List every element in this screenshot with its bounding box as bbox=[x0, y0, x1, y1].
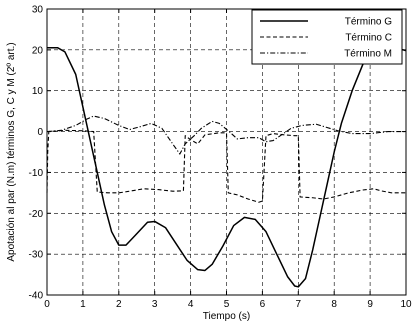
x-tick-label: 5 bbox=[224, 299, 230, 310]
y-axis-label: Apotación al par (N.m) términos G, C y M… bbox=[6, 42, 17, 261]
y-tick-label: 20 bbox=[32, 45, 44, 56]
y-tick-label: -10 bbox=[29, 168, 44, 179]
y-tick-label: -30 bbox=[29, 250, 44, 261]
series-line bbox=[46, 129, 406, 203]
x-tick-label: 0 bbox=[44, 299, 50, 310]
x-tick-label: 1 bbox=[80, 299, 86, 310]
y-tick-label: -20 bbox=[29, 209, 44, 220]
x-tick-label: 9 bbox=[367, 299, 373, 310]
x-tick-label: 8 bbox=[331, 299, 337, 310]
plot-series bbox=[46, 44, 407, 288]
x-tick-label: 4 bbox=[188, 299, 194, 310]
x-axis-label: Tiempo (s) bbox=[203, 311, 250, 322]
axis-ticks: 0 1 2 3 4 5 6 7 8 9 10 -40 -30 -20 -10 0 10 20 30 bbox=[29, 5, 412, 311]
legend: Término G Término C Término M bbox=[251, 9, 403, 65]
y-tick-label: 30 bbox=[32, 5, 44, 16]
series-line bbox=[46, 115, 406, 155]
y-tick-label: 0 bbox=[37, 127, 43, 138]
series-line bbox=[47, 44, 407, 288]
legend-label: Término M bbox=[344, 49, 392, 60]
y-tick-label: -40 bbox=[29, 291, 44, 302]
x-tick-label: 10 bbox=[400, 299, 412, 310]
x-tick-label: 7 bbox=[296, 299, 302, 310]
x-tick-label: 6 bbox=[260, 299, 266, 310]
x-tick-label: 3 bbox=[152, 299, 158, 310]
x-tick-label: 2 bbox=[116, 299, 122, 310]
legend-label: Término C bbox=[345, 33, 392, 44]
legend-label: Término G bbox=[345, 17, 392, 28]
y-tick-label: 10 bbox=[32, 86, 44, 97]
